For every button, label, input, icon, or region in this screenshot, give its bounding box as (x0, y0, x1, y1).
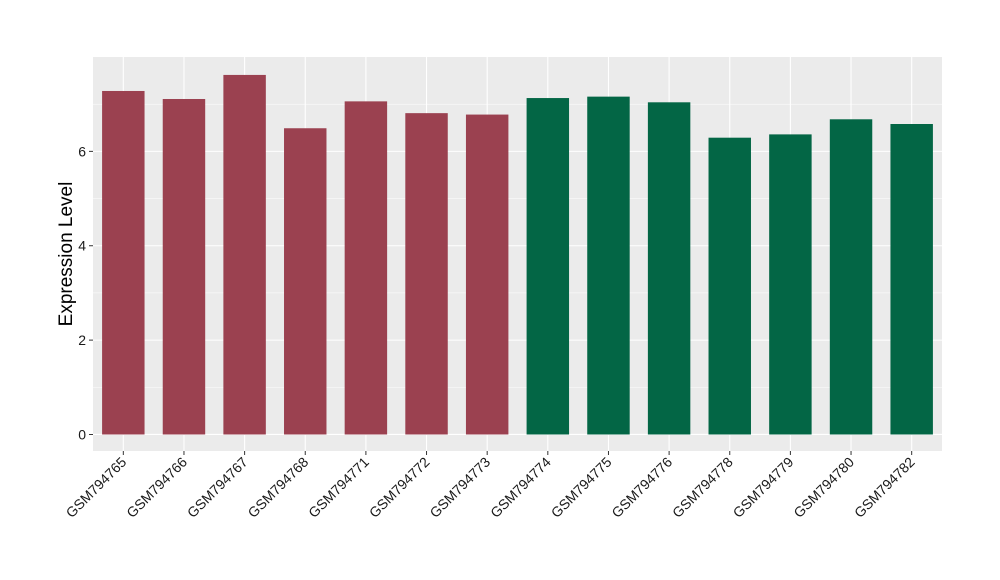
bar-GSM794767 (223, 74, 266, 435)
x-tick-label: GSM794782 (851, 454, 918, 521)
bars (102, 74, 933, 435)
x-tick-label: GSM794766 (123, 454, 190, 521)
bar-GSM794772 (405, 113, 448, 435)
x-tick-label: GSM794778 (669, 454, 736, 521)
x-tick-label: GSM794765 (63, 454, 130, 521)
plot-panel (93, 57, 942, 451)
bar-GSM794782 (890, 124, 933, 435)
x-tick-label: GSM794772 (366, 454, 433, 521)
x-tick-label: GSM794774 (487, 454, 554, 521)
bar-GSM794780 (829, 119, 873, 435)
y-axis-title: Expression Level (56, 182, 77, 327)
bar-GSM794774 (526, 98, 570, 435)
x-tick-label: GSM794779 (730, 454, 797, 521)
bar-GSM794776 (647, 102, 691, 435)
bar-GSM794771 (344, 101, 388, 435)
y-tick-label: 6 (78, 143, 86, 159)
x-tick-label: GSM794771 (305, 454, 372, 521)
x-tick-label: GSM794767 (184, 454, 251, 521)
bar-GSM794775 (587, 96, 630, 435)
x-tick-label: GSM794773 (426, 454, 493, 521)
y-tick-label: 2 (78, 332, 86, 348)
y-tick-label: 0 (78, 426, 86, 442)
x-axis: GSM794765GSM794766GSM794767GSM794768GSM7… (63, 451, 918, 521)
x-tick-label: GSM794776 (608, 454, 675, 521)
x-tick-label: GSM794780 (790, 454, 857, 521)
bar-GSM794773 (465, 114, 509, 435)
bar-GSM794768 (284, 128, 327, 435)
y-axis: 0 2 4 6 (78, 143, 93, 442)
x-tick-label: GSM794768 (244, 454, 311, 521)
bar-GSM794779 (769, 134, 812, 435)
x-tick-label: GSM794775 (548, 454, 615, 521)
bar-GSM794765 (102, 90, 145, 435)
bar-GSM794766 (162, 98, 206, 435)
y-tick-label: 4 (78, 238, 86, 254)
bar-GSM794778 (708, 137, 751, 435)
